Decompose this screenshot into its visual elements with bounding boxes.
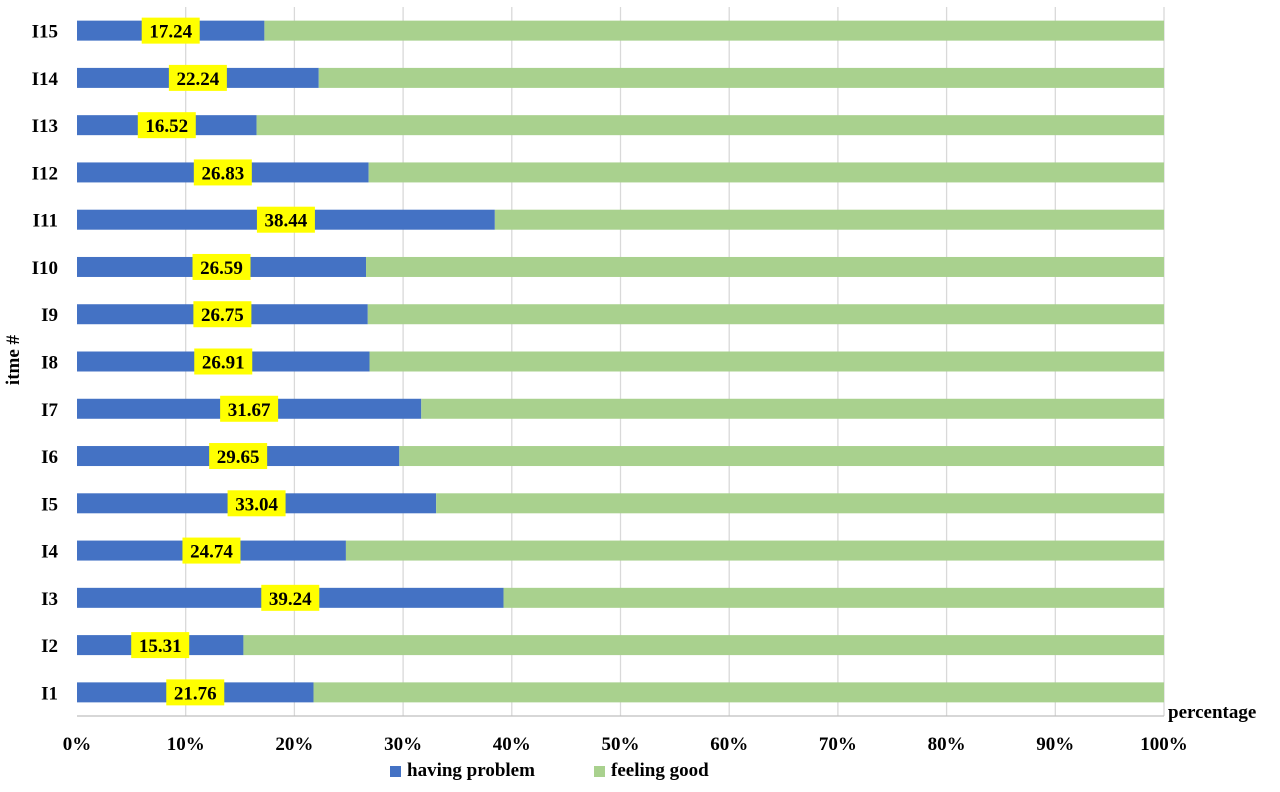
data-label-box [193, 301, 252, 328]
x-tick-label: 80% [928, 734, 966, 755]
y-tick-label: I5 [41, 494, 58, 515]
data-label-box [192, 253, 251, 280]
bar-feeling-good-I5 [436, 493, 1165, 514]
data-label: 22.24 [176, 69, 219, 90]
y-tick-label: I10 [32, 258, 58, 279]
data-label: 16.52 [145, 116, 188, 137]
x-axis-label: percentage [1168, 702, 1256, 723]
x-tick-label: 30% [384, 734, 422, 755]
bar-feeling-good-I15 [264, 20, 1164, 41]
data-label-box [137, 112, 196, 139]
bar-feeling-good-I7 [421, 398, 1164, 419]
legend-item-having-problem: having problem [390, 760, 535, 782]
y-tick-label: I12 [32, 163, 58, 184]
bar-feeling-good-I1 [313, 682, 1164, 703]
y-tick-label: I9 [41, 305, 58, 326]
data-label-box [227, 490, 286, 517]
y-axis-label: itme # [3, 334, 24, 385]
data-label-box [209, 443, 268, 470]
data-label: 39.24 [269, 589, 312, 610]
bar-feeling-good-I4 [345, 540, 1164, 561]
legend-swatch-feeling-good [594, 765, 605, 777]
data-label: 26.91 [202, 353, 245, 374]
data-label-box [261, 584, 320, 611]
data-label: 24.74 [190, 542, 233, 563]
legend-item-feeling-good: feeling good [594, 760, 709, 782]
data-label: 29.65 [217, 447, 260, 468]
data-label: 21.76 [174, 683, 217, 704]
data-label: 26.59 [200, 258, 243, 279]
data-label-box [220, 395, 279, 422]
x-tick-label: 20% [275, 734, 313, 755]
x-tick-label: 10% [167, 734, 205, 755]
data-label-box [194, 348, 253, 375]
legend: having problem feeling good [0, 760, 1280, 788]
data-label: 17.24 [149, 22, 192, 43]
legend-label-feeling-good: feeling good [611, 760, 709, 781]
y-tick-label: I1 [41, 683, 58, 704]
y-tick-label: I6 [41, 447, 58, 468]
bars [77, 20, 1165, 703]
data-label: 26.83 [201, 163, 244, 184]
y-tick-label: I7 [41, 400, 58, 421]
legend-label-having-problem: having problem [407, 760, 535, 781]
data-label-box [166, 679, 225, 706]
data-label-box [182, 537, 241, 564]
data-labels: 21.76 15.31 39.24 24.74 33.04 29.65 31.67 26.91… [131, 17, 320, 706]
bar-feeling-good-I9 [367, 304, 1165, 325]
y-tick-label: I11 [33, 211, 58, 232]
y-tick-label: I13 [32, 116, 58, 137]
data-label: 33.04 [235, 494, 278, 515]
data-label-box [168, 64, 227, 91]
y-tick-label: I3 [41, 589, 58, 610]
bar-feeling-good-I11 [494, 209, 1165, 230]
data-label: 31.67 [228, 400, 271, 421]
data-label-box [131, 632, 190, 659]
x-tick-label: 60% [710, 734, 748, 755]
bar-feeling-good-I13 [256, 115, 1164, 136]
bar-feeling-good-I14 [318, 67, 1165, 88]
data-label-box [141, 17, 200, 44]
y-tick-label: I14 [32, 69, 59, 90]
y-tick-label: I2 [41, 636, 58, 657]
bar-feeling-good-I12 [368, 162, 1164, 183]
x-tick-label: 40% [493, 734, 531, 755]
x-tick-labels: 0% 10% 20% 30% 40% 50% 60% 70% 80% 90% 100% [63, 734, 1188, 755]
data-label-box [193, 159, 252, 186]
y-tick-label: I8 [41, 353, 58, 374]
x-tick-label: 90% [1036, 734, 1074, 755]
bar-feeling-good-I8 [369, 351, 1164, 372]
y-tick-labels: I1 I2 I3 I4 I5 I6 I7 I8 I9 I10 I11 I12 I13 I14 I15 [32, 22, 59, 705]
bar-feeling-good-I10 [366, 256, 1164, 277]
data-label: 38.44 [265, 211, 308, 232]
data-label-box [256, 206, 315, 233]
bar-feeling-good-I3 [503, 587, 1164, 608]
y-tick-label: I15 [32, 22, 58, 43]
x-tick-label: 100% [1140, 734, 1188, 755]
bar-feeling-good-I6 [399, 446, 1164, 467]
y-tick-label: I4 [41, 542, 58, 563]
x-tick-label: 70% [819, 734, 857, 755]
x-tick-label: 0% [63, 734, 92, 755]
data-label: 26.75 [201, 305, 244, 326]
data-label: 15.31 [139, 636, 182, 657]
legend-swatch-having-problem [390, 765, 401, 777]
x-tick-label: 50% [602, 734, 640, 755]
bar-feeling-good-I2 [243, 635, 1165, 656]
